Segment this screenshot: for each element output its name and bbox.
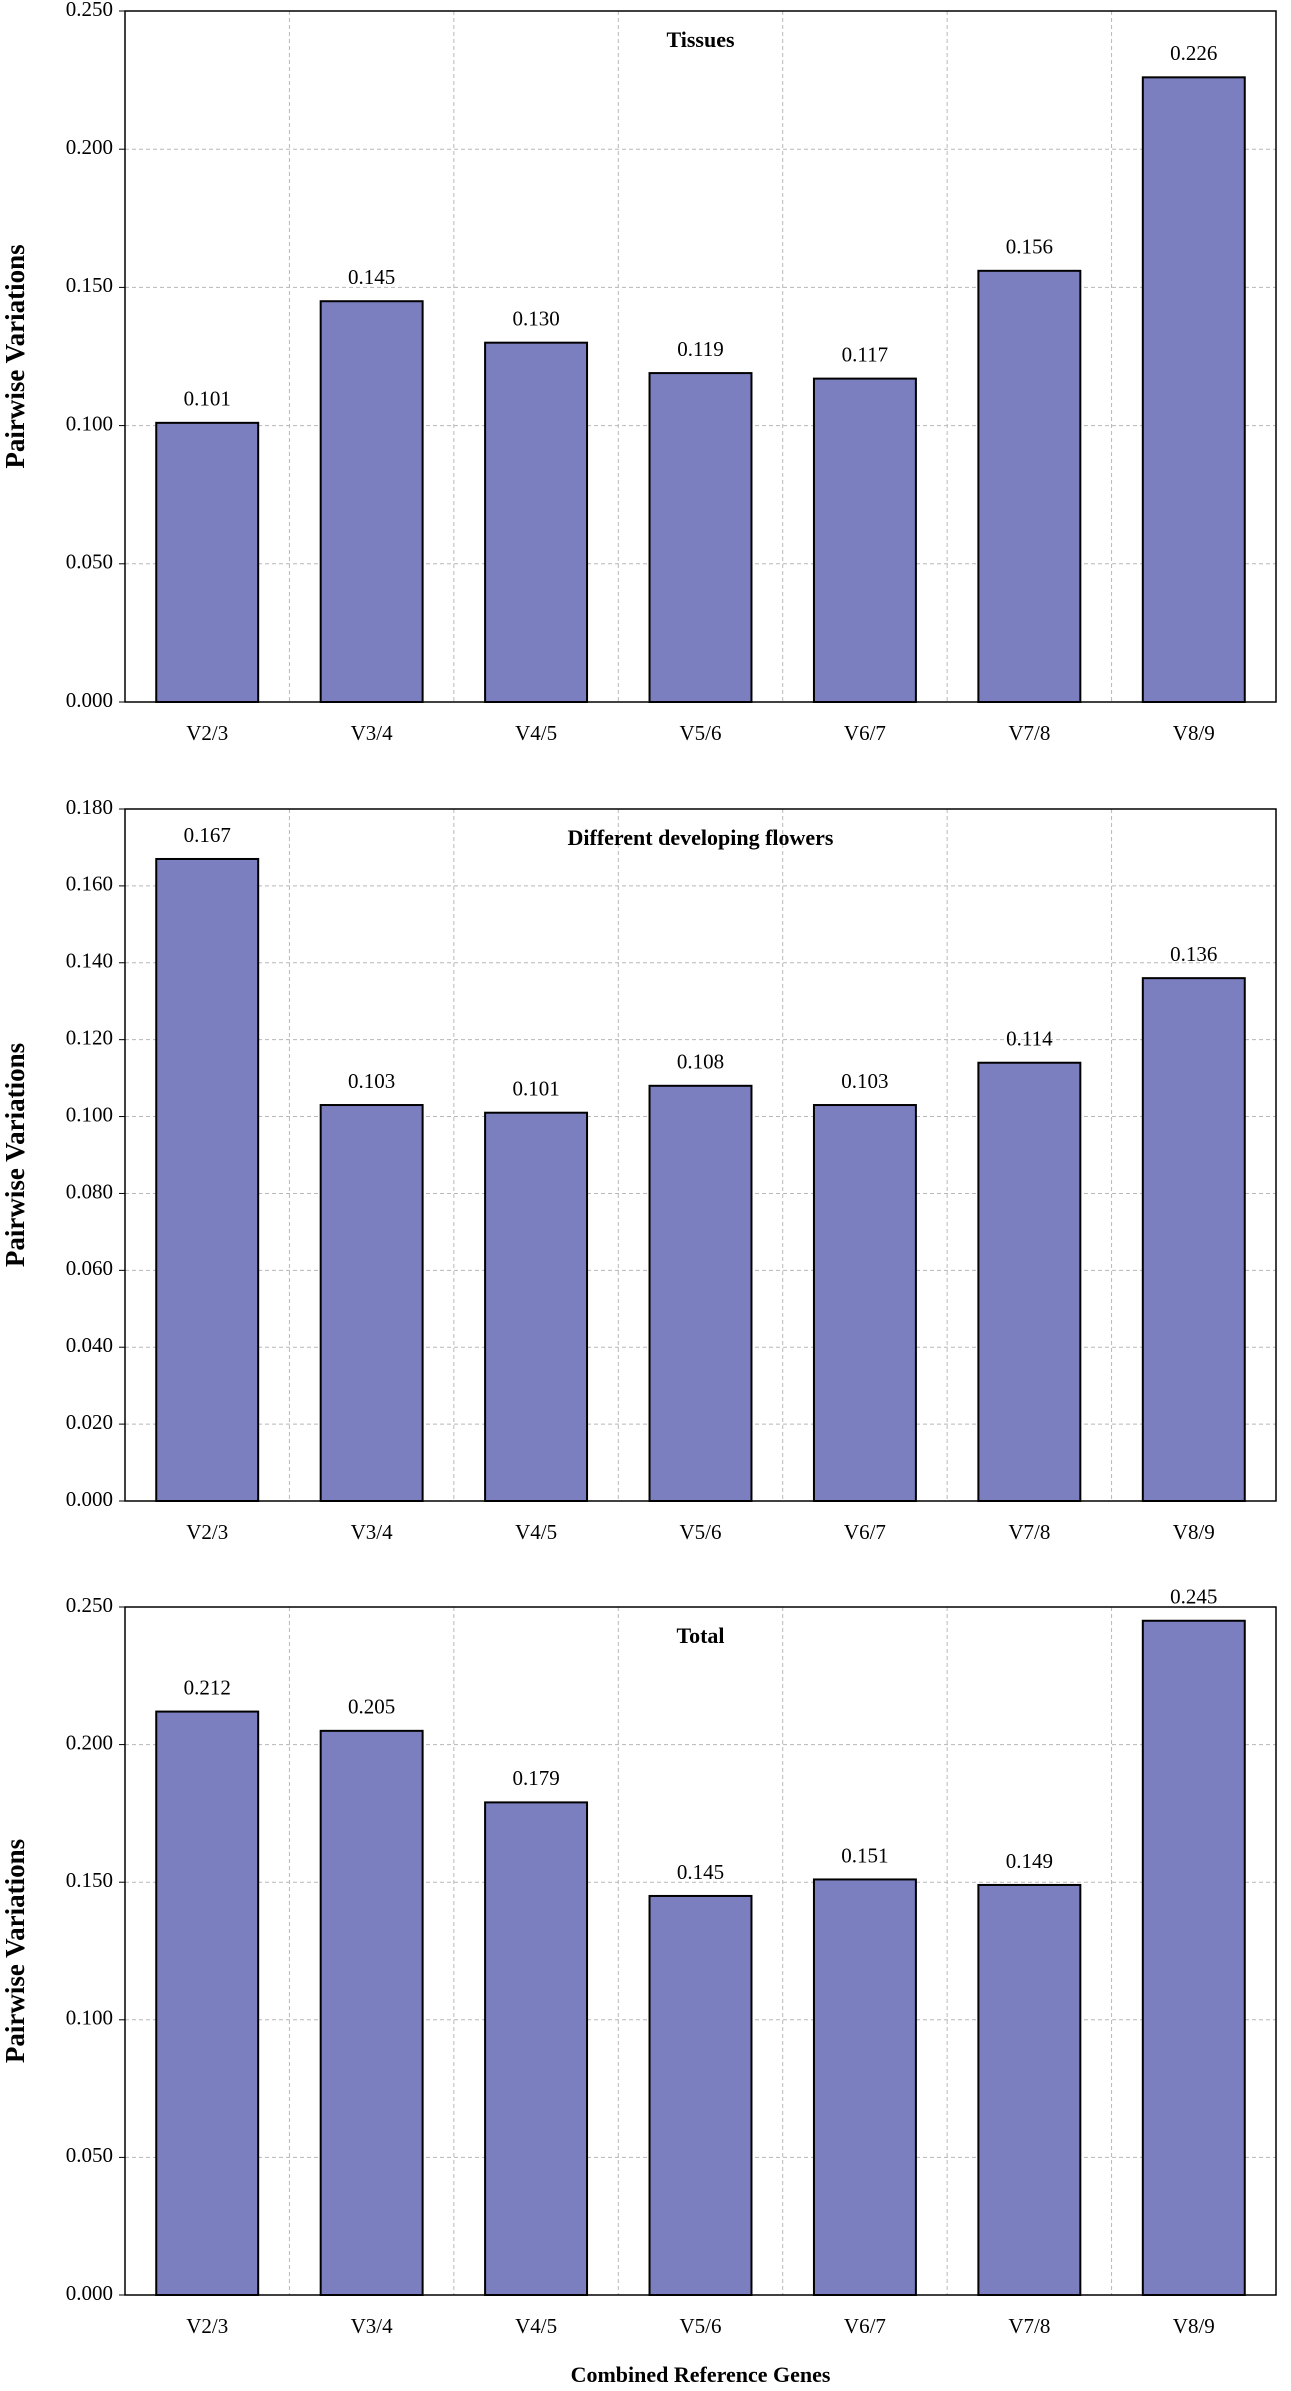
bar xyxy=(977,269,1082,703)
bar xyxy=(155,421,260,703)
y-tick-label: 0.100 xyxy=(66,2006,113,2030)
x-tick-label: V5/6 xyxy=(680,721,722,745)
y-tick-label: 0.000 xyxy=(66,688,113,712)
bar xyxy=(319,1729,424,2296)
x-tick-label: V3/4 xyxy=(351,721,394,745)
x-tick-label: V7/8 xyxy=(1008,721,1050,745)
y-axis-label: Pairwise Variations xyxy=(0,1043,30,1267)
x-tick-label: V2/3 xyxy=(186,2314,228,2338)
bar xyxy=(812,377,917,703)
y-tick-label: 0.100 xyxy=(66,1102,113,1126)
data-label: 0.145 xyxy=(348,265,395,289)
bar xyxy=(1141,76,1246,703)
y-axis-label: Pairwise Variations xyxy=(0,1839,30,2063)
data-label: 0.101 xyxy=(184,387,231,411)
bar xyxy=(155,857,260,1502)
data-label: 0.117 xyxy=(842,342,888,366)
y-tick-label: 0.200 xyxy=(66,135,113,159)
x-tick-label: V4/5 xyxy=(515,721,557,745)
chart-title: Total xyxy=(676,1623,724,1648)
data-label: 0.114 xyxy=(1006,1027,1053,1051)
x-tick-label: V8/9 xyxy=(1173,1520,1215,1544)
x-tick-label: V7/8 xyxy=(1008,1520,1050,1544)
x-tick-label: V4/5 xyxy=(515,1520,557,1544)
data-label: 0.119 xyxy=(677,337,723,361)
y-tick-label: 0.080 xyxy=(66,1179,113,1203)
bar xyxy=(648,1894,753,2296)
y-tick-label: 0.000 xyxy=(66,2281,113,2305)
y-tick-label: 0.150 xyxy=(66,1868,113,1892)
y-tick-label: 0.060 xyxy=(66,1256,113,1280)
x-axis-label: Combined Reference Genes xyxy=(571,2362,831,2387)
x-tick-label: V4/5 xyxy=(515,2314,557,2338)
y-axis-label: Pairwise Variations xyxy=(0,244,30,468)
y-tick-label: 0.200 xyxy=(66,1730,113,1754)
bar xyxy=(1141,1619,1246,2296)
data-label: 0.145 xyxy=(677,1860,724,1884)
data-label: 0.103 xyxy=(348,1069,395,1093)
y-tick-label: 0.150 xyxy=(66,273,113,297)
x-tick-label: V3/4 xyxy=(351,2314,394,2338)
chart-title: Tissues xyxy=(666,27,735,52)
data-label: 0.179 xyxy=(512,1766,559,1790)
y-tick-label: 0.180 xyxy=(66,795,113,819)
y-tick-label: 0.140 xyxy=(66,949,113,973)
x-tick-label: V5/6 xyxy=(680,1520,722,1544)
bar xyxy=(812,1104,917,1502)
y-tick-label: 0.000 xyxy=(66,1487,113,1511)
data-label: 0.245 xyxy=(1170,1585,1217,1609)
x-tick-label: V3/4 xyxy=(351,1520,394,1544)
y-tick-label: 0.100 xyxy=(66,411,113,435)
x-tick-label: V6/7 xyxy=(844,2314,886,2338)
data-label: 0.151 xyxy=(841,1843,888,1867)
bar xyxy=(648,1084,753,1503)
data-label: 0.101 xyxy=(512,1077,559,1101)
bar xyxy=(484,341,589,703)
x-tick-label: V8/9 xyxy=(1173,2314,1215,2338)
x-tick-label: V8/9 xyxy=(1173,721,1215,745)
bar xyxy=(319,300,424,703)
bar xyxy=(977,1883,1082,2297)
y-tick-label: 0.160 xyxy=(66,872,113,896)
data-label: 0.205 xyxy=(348,1695,395,1719)
data-label: 0.149 xyxy=(1006,1849,1053,1873)
data-label: 0.226 xyxy=(1170,41,1217,65)
x-tick-label: V2/3 xyxy=(186,1520,228,1544)
bar xyxy=(319,1104,424,1502)
y-tick-label: 0.020 xyxy=(66,1410,113,1434)
x-tick-label: V6/7 xyxy=(844,1520,886,1544)
bar xyxy=(484,1801,589,2296)
x-tick-label: V5/6 xyxy=(680,2314,722,2338)
data-label: 0.130 xyxy=(512,306,559,330)
data-label: 0.167 xyxy=(184,823,231,847)
x-tick-label: V7/8 xyxy=(1008,2314,1050,2338)
data-label: 0.108 xyxy=(677,1050,724,1074)
y-tick-label: 0.250 xyxy=(66,0,113,21)
bar xyxy=(484,1111,589,1502)
bar xyxy=(648,372,753,703)
bar xyxy=(977,1061,1082,1502)
bar xyxy=(812,1878,917,2296)
y-tick-label: 0.120 xyxy=(66,1025,113,1049)
x-tick-label: V2/3 xyxy=(186,721,228,745)
y-tick-label: 0.050 xyxy=(66,2143,113,2167)
data-label: 0.136 xyxy=(1170,942,1217,966)
data-label: 0.212 xyxy=(184,1675,231,1699)
bar xyxy=(155,1710,260,2297)
data-label: 0.156 xyxy=(1006,235,1053,259)
chart-title: Different developing flowers xyxy=(568,825,834,850)
y-tick-label: 0.040 xyxy=(66,1333,113,1357)
y-tick-label: 0.250 xyxy=(66,1593,113,1617)
data-label: 0.103 xyxy=(841,1069,888,1093)
bar xyxy=(1141,977,1246,1502)
x-tick-label: V6/7 xyxy=(844,721,886,745)
y-tick-label: 0.050 xyxy=(66,550,113,574)
